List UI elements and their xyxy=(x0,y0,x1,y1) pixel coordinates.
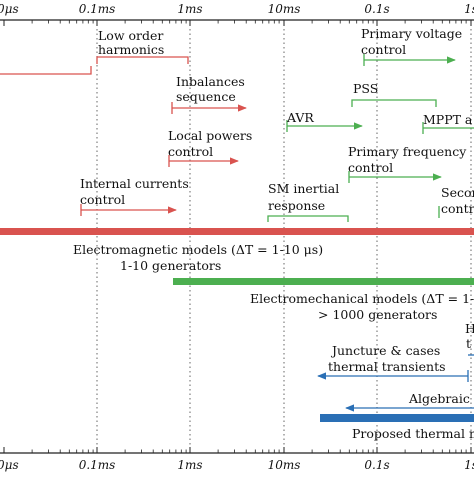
minor-ticks xyxy=(31,20,467,453)
blue-phenomena xyxy=(317,354,474,412)
right-edge-fragment-label: t xyxy=(466,336,471,351)
bottom-tick-label: 10ms xyxy=(268,458,301,472)
local-powers-control-label: Local powers xyxy=(168,128,252,143)
proposed-thermal-model-bar xyxy=(320,414,474,422)
electromechanical-generators-label: > 1000 generators xyxy=(318,307,437,322)
pss-label: PSS xyxy=(353,81,378,96)
sm-inertial-response-range xyxy=(267,215,349,222)
pss-range xyxy=(351,99,437,107)
primary-frequency-control-label: control xyxy=(348,160,393,175)
inbalances-sequence-label: Inbalances xyxy=(176,74,245,89)
bottom-tick-label: 0.1s xyxy=(364,458,389,472)
internal-currents-control-label: control xyxy=(80,192,125,207)
right-edge-fragment-label: H xyxy=(465,321,474,336)
top-tick-label: 0.1s xyxy=(364,2,389,16)
red-range-left xyxy=(0,66,92,75)
proposed-thermal-model-label: Proposed thermal mo xyxy=(352,426,474,441)
electromagnetic-models-label: Electromagnetic models (ΔT = 1-10 μs) xyxy=(73,242,323,257)
top-tick-label: 0.1ms xyxy=(79,2,116,16)
electromechanical-models-bar xyxy=(173,278,474,285)
algebraic-label: Algebraic xyxy=(408,391,470,406)
sm-inertial-response-label: response xyxy=(268,198,325,213)
red-labels: Low order harmonics Inbalances sequence … xyxy=(80,28,252,207)
red-phenomena xyxy=(0,56,247,216)
top-tick-label: 1ms xyxy=(177,2,202,16)
secondary-control-label: Secon xyxy=(441,185,474,200)
top-tick-label: 1s xyxy=(464,2,474,16)
low-order-harmonics-label: Low order xyxy=(98,28,163,43)
top-tick-label: 10ms xyxy=(268,2,301,16)
juncture-thermal-label: thermal transients xyxy=(328,359,446,374)
secondary-control-label: contro xyxy=(441,201,474,216)
electromagnetic-models-bar xyxy=(0,228,474,235)
bottom-tick-label: 1s xyxy=(464,458,474,472)
bottom-tick-label: 0.1ms xyxy=(79,458,116,472)
electromechanical-models-label: Electromechanical models (ΔT = 1-10m xyxy=(250,291,474,306)
grid-lines xyxy=(96,20,472,453)
sm-inertial-response-label: SM inertial xyxy=(268,181,339,196)
low-order-harmonics-label: harmonics xyxy=(98,42,164,57)
low-order-harmonics-range xyxy=(96,56,189,64)
primary-voltage-control-label: control xyxy=(361,42,406,57)
bottom-tick-label: 1ms xyxy=(177,458,202,472)
inbalances-sequence-label: sequence xyxy=(176,89,236,104)
internal-currents-control-label: Internal currents xyxy=(80,176,189,191)
mppt-label: MPPT a xyxy=(423,112,473,127)
green-labels: Primary voltage control PSS AVR MPPT a P… xyxy=(268,26,474,216)
primary-voltage-control-label: Primary voltage xyxy=(361,26,462,41)
green-phenomena xyxy=(267,54,474,222)
avr-label: AVR xyxy=(286,110,314,125)
primary-frequency-control-label: Primary frequency xyxy=(348,144,467,159)
major-ticks xyxy=(3,20,472,453)
juncture-thermal-label: Juncture & cases xyxy=(330,343,440,358)
electromagnetic-generators-label: 1-10 generators xyxy=(120,258,221,273)
local-powers-control-label: control xyxy=(168,144,213,159)
